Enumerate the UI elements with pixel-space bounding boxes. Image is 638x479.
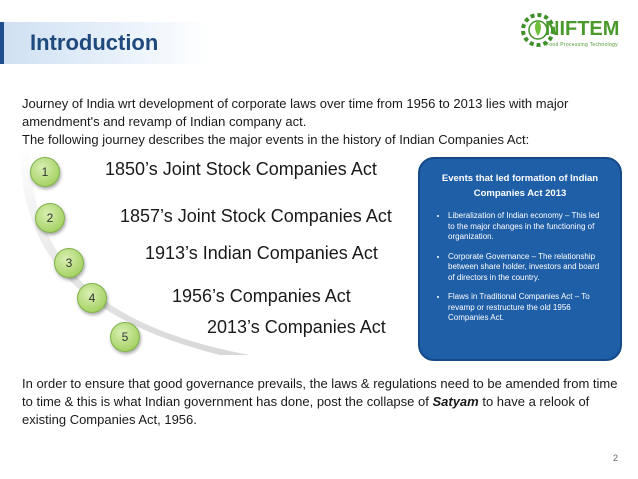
timeline-marker-3: 3	[54, 248, 84, 278]
closing-paragraph: In order to ensure that good governance …	[22, 375, 622, 429]
timeline-marker-2: 2	[35, 203, 65, 233]
logo-name: NIFTEM	[545, 18, 620, 40]
timeline-event-3: 1913’s Indian Companies Act	[145, 243, 378, 263]
timeline-event-5: 2013’s Companies Act	[207, 317, 386, 337]
slide-title: Introduction	[30, 30, 159, 55]
title-band	[0, 22, 210, 64]
niftem-logo-icon	[521, 13, 555, 47]
closing-text-after: to have a relook of existing Companies A…	[22, 394, 590, 427]
timeline-marker-4: 4	[77, 283, 107, 313]
timeline-event-1: 1850’s Joint Stock Companies Act	[105, 159, 377, 179]
timeline-event-4: 1956’s Companies Act	[172, 286, 351, 306]
callout-bullet-2: Corporate Governance – The relationship …	[448, 252, 606, 284]
page-number: 2	[613, 453, 619, 463]
intro-line-2: The following journey describes the majo…	[22, 132, 530, 147]
timeline-marker-1: 1	[30, 157, 60, 187]
timeline-event-2: 1857’s Joint Stock Companies Act	[120, 206, 392, 226]
intro-text: Journey of India wrt development of corp…	[22, 95, 612, 149]
timeline-marker-5: 5	[110, 322, 140, 352]
closing-text-before: In order to ensure that good governance …	[22, 376, 618, 409]
callout-bullet-3: Flaws in Traditional Companies Act – To …	[448, 292, 606, 324]
callout-bullet-1: Liberalization of Indian economy – This …	[448, 211, 606, 243]
intro-line-1: Journey of India wrt development of corp…	[22, 96, 569, 129]
events-callout: Events that led formation of Indian Comp…	[418, 157, 622, 361]
logo-tagline: Food Processing Technology	[546, 42, 618, 48]
closing-emphasis: Satyam	[432, 394, 479, 409]
callout-heading: Events that led formation of Indian Comp…	[441, 173, 599, 199]
callout-list: Liberalization of Indian economy – This …	[420, 211, 620, 324]
